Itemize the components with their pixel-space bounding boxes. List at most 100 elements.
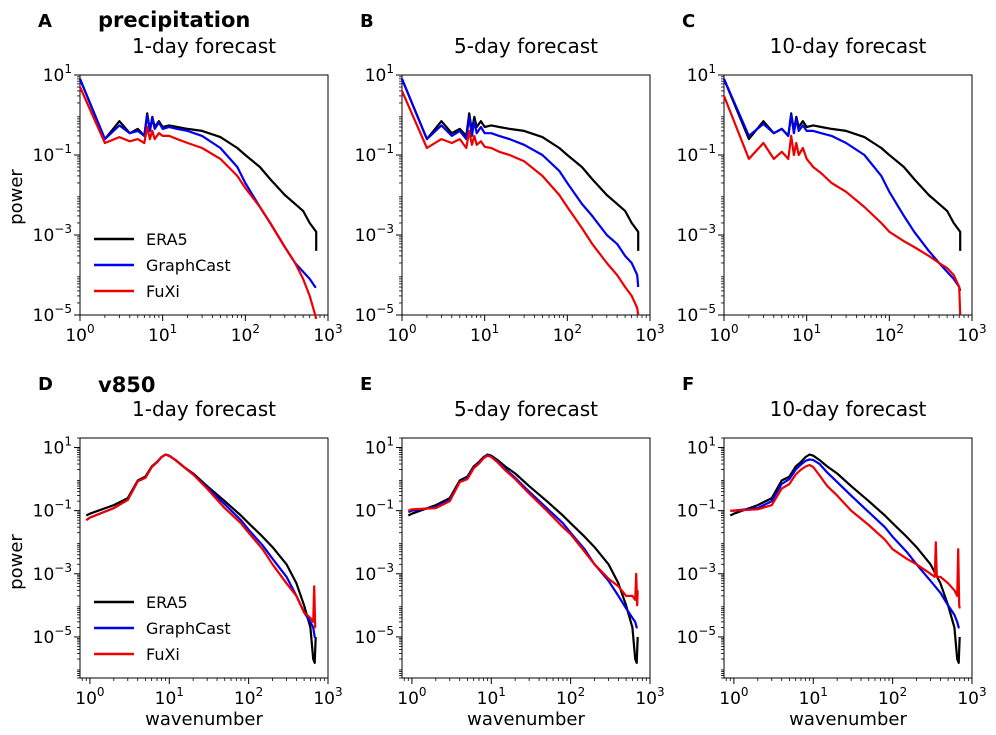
series-line-fuxi-a bbox=[78, 86, 318, 320]
panel-title-f: 10-day forecast bbox=[770, 397, 927, 421]
axes-frame-b bbox=[401, 74, 651, 316]
y-tick-label-d: 10−1 bbox=[33, 498, 72, 522]
x-tick-label-e: 100 bbox=[397, 685, 426, 709]
panel-letter-a: A bbox=[38, 11, 52, 32]
axes-frame-a bbox=[79, 74, 329, 316]
y-tick-label-c: 10−1 bbox=[677, 142, 716, 166]
y-tick-label-d: 10−5 bbox=[33, 624, 72, 648]
x-tick-label-e: 101 bbox=[477, 685, 506, 709]
series-line-graphcast-b bbox=[400, 78, 640, 288]
panel-b: 100 101 102 103 10−5 10−3 10−1 101 5-day forecas… bbox=[355, 11, 665, 346]
panel-letter-f: F bbox=[682, 374, 694, 395]
y-tick-label-f: 10−3 bbox=[677, 561, 716, 585]
legend-label-era5-d: ERA5 bbox=[146, 593, 188, 612]
y-tick-label-f: 10−5 bbox=[677, 624, 716, 648]
y-tick-label-d: 10−3 bbox=[33, 561, 72, 585]
y-tick-label-b: 101 bbox=[365, 62, 394, 86]
panel-letter-b: B bbox=[360, 11, 374, 32]
panel-letter-c: C bbox=[682, 11, 695, 32]
series-line-graphcast-f bbox=[730, 458, 960, 629]
ylabel-row-1: power bbox=[6, 169, 27, 225]
legend-label-graphcast-a: GraphCast bbox=[146, 256, 231, 275]
y-tick-label-d: 101 bbox=[43, 435, 72, 459]
series-line-fuxi-b bbox=[400, 90, 640, 316]
panel-title-c: 10-day forecast bbox=[770, 34, 927, 58]
x-tick-label-d: 100 bbox=[75, 685, 104, 709]
y-tick-label-a: 10−5 bbox=[33, 302, 72, 326]
axes-frame-d bbox=[79, 437, 329, 679]
panel-a: 100 101 102 103 10−5 10−3 10−1 101 1-day forecas… bbox=[33, 11, 343, 346]
legend-label-fuxi-a: FuXi bbox=[146, 282, 180, 301]
panel-title-d: 1-day forecast bbox=[132, 397, 276, 421]
legend-d: ERA5 GraphCast FuXi bbox=[94, 593, 231, 664]
row-title-precipitation: precipitation bbox=[98, 8, 250, 32]
panel-letter-d: D bbox=[38, 374, 53, 395]
legend-label-graphcast-d: GraphCast bbox=[146, 619, 231, 638]
x-tick-label-b: 100 bbox=[387, 322, 416, 346]
series-line-graphcast-c bbox=[722, 78, 962, 292]
xlabel-panel-d: wavenumber bbox=[145, 709, 263, 730]
x-tick-label-a: 102 bbox=[231, 322, 260, 346]
y-tick-label-e: 10−5 bbox=[355, 624, 394, 648]
x-tick-label-d: 101 bbox=[155, 685, 184, 709]
y-tick-label-e: 10−1 bbox=[355, 498, 394, 522]
y-tick-label-c: 101 bbox=[687, 62, 716, 86]
y-tick-label-c: 10−5 bbox=[677, 302, 716, 326]
panel-c: 100 101 102 103 10−5 10−3 10−1 101 10-day foreca… bbox=[677, 11, 987, 346]
x-tick-label-c: 103 bbox=[957, 322, 986, 346]
x-tick-label-a: 101 bbox=[148, 322, 177, 346]
panel-title-b: 5-day forecast bbox=[454, 34, 598, 58]
series-line-era5-c bbox=[722, 78, 962, 251]
y-tick-label-a: 10−1 bbox=[33, 142, 72, 166]
axes-frame-c bbox=[723, 74, 973, 316]
y-tick-label-b: 10−1 bbox=[355, 142, 394, 166]
legend-label-fuxi-d: FuXi bbox=[146, 645, 180, 664]
series-line-era5-b bbox=[400, 78, 640, 251]
y-tick-label-f: 101 bbox=[687, 435, 716, 459]
panels-group: 100 101 102 103 10−5 10−3 10−1 101 1-day forecas… bbox=[33, 11, 987, 709]
x-tick-label-e: 103 bbox=[635, 685, 664, 709]
axes-frame-e bbox=[401, 437, 651, 679]
x-tick-label-b: 103 bbox=[635, 322, 664, 346]
series-line-era5-a bbox=[78, 78, 318, 251]
x-tick-label-f: 101 bbox=[799, 685, 828, 709]
panel-title-a: 1-day forecast bbox=[132, 34, 276, 58]
series-line-fuxi-c bbox=[722, 95, 962, 316]
xlabel-panel-f: wavenumber bbox=[789, 709, 907, 730]
x-tick-label-c: 102 bbox=[875, 322, 904, 346]
series-line-fuxi-f bbox=[730, 463, 961, 609]
y-tick-label-e: 10−3 bbox=[355, 561, 394, 585]
legend-label-era5-a: ERA5 bbox=[146, 230, 188, 249]
series-line-fuxi-e bbox=[407, 454, 639, 607]
series-line-era5-f bbox=[729, 453, 961, 664]
series-line-fuxi-d bbox=[85, 453, 317, 629]
x-tick-label-f: 102 bbox=[878, 685, 907, 709]
xlabel-panel-e: wavenumber bbox=[467, 709, 585, 730]
y-tick-label-a: 10−3 bbox=[33, 222, 72, 246]
x-tick-label-b: 102 bbox=[553, 322, 582, 346]
y-tick-label-e: 101 bbox=[365, 435, 394, 459]
x-tick-label-c: 101 bbox=[792, 322, 821, 346]
series-line-era5-e bbox=[407, 453, 639, 664]
y-tick-label-b: 10−3 bbox=[355, 222, 394, 246]
x-tick-label-c: 100 bbox=[709, 322, 738, 346]
panel-d: 100 101 102 103 10−5 10−3 10−1 101 1-day forecas… bbox=[33, 374, 343, 709]
x-tick-label-f: 103 bbox=[957, 685, 986, 709]
y-tick-label-f: 10−1 bbox=[677, 498, 716, 522]
x-tick-label-b: 101 bbox=[470, 322, 499, 346]
ylabel-row-2: power bbox=[6, 534, 27, 590]
panel-f: 100 101 102 103 10−5 10−3 10−1 101 10-day foreca… bbox=[677, 374, 987, 709]
x-tick-label-a: 103 bbox=[313, 322, 342, 346]
x-tick-label-a: 100 bbox=[65, 322, 94, 346]
panel-letter-e: E bbox=[360, 374, 372, 395]
x-tick-label-e: 102 bbox=[556, 685, 585, 709]
legend-a: ERA5 GraphCast FuXi bbox=[94, 230, 231, 301]
y-tick-label-a: 101 bbox=[43, 62, 72, 86]
x-tick-label-d: 102 bbox=[234, 685, 263, 709]
axes-frame-f bbox=[723, 437, 973, 679]
x-tick-label-d: 103 bbox=[313, 685, 342, 709]
y-tick-label-c: 10−3 bbox=[677, 222, 716, 246]
panel-title-e: 5-day forecast bbox=[454, 397, 598, 421]
y-tick-label-b: 10−5 bbox=[355, 302, 394, 326]
